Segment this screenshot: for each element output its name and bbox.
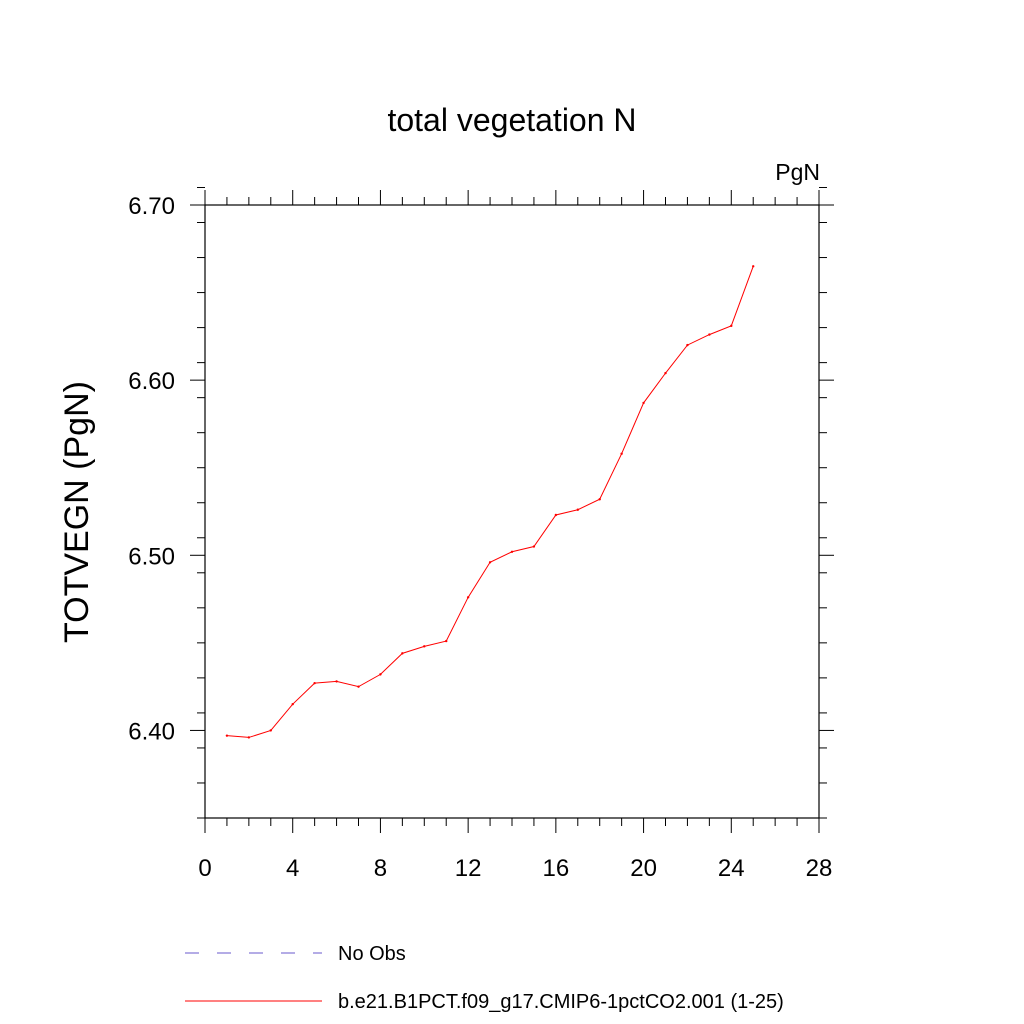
data-point xyxy=(576,508,579,511)
data-point xyxy=(335,680,338,683)
data-point xyxy=(445,639,448,643)
legend: No Obs b.e21.B1PCT.f09_g17.CMIP6-1pctCO2.… xyxy=(185,943,784,1013)
data-point xyxy=(423,645,426,648)
series-line-1 xyxy=(226,266,754,738)
chart-title: total vegetation N xyxy=(387,102,636,138)
y-tick-label: 6.70 xyxy=(128,193,175,220)
y-tick-label: 6.60 xyxy=(128,368,175,395)
data-point xyxy=(357,685,360,688)
data-point xyxy=(379,673,382,676)
data-point xyxy=(642,401,645,405)
x-tick-label: 0 xyxy=(198,855,211,882)
data-point xyxy=(554,513,558,517)
data-point xyxy=(291,702,294,706)
data-point xyxy=(247,736,251,739)
data-point xyxy=(598,498,601,501)
data-point xyxy=(752,265,755,268)
x-tick-label: 8 xyxy=(374,855,387,882)
plot-frame xyxy=(204,204,820,819)
data-point xyxy=(620,452,623,455)
data-point xyxy=(225,734,229,737)
data-point xyxy=(510,550,514,553)
data-point xyxy=(401,652,404,655)
x-tick-label: 12 xyxy=(455,855,482,882)
legend-label-1: b.e21.B1PCT.f09_g17.CMIP6-1pctCO2.001 (1… xyxy=(338,991,784,1013)
y-tick-label: 6.50 xyxy=(128,543,175,570)
data-point xyxy=(466,596,470,599)
data-point xyxy=(269,729,272,732)
y-tick-label: 6.40 xyxy=(128,718,175,745)
y-axis-label: TOTVEGN (PgN) xyxy=(58,381,96,643)
x-tick-label: 24 xyxy=(718,855,745,882)
data-point xyxy=(532,545,536,548)
data-point xyxy=(686,343,689,347)
data-point xyxy=(313,681,316,685)
data-point xyxy=(708,333,711,336)
units-label: PgN xyxy=(775,159,820,185)
data-point xyxy=(488,561,492,564)
data-point xyxy=(730,324,733,328)
axis-ticks xyxy=(190,186,834,833)
axis-tick-labels: 0 4 8 12 16 20 24 28 6.40 6.50 6.60 6.70 xyxy=(128,193,832,882)
x-tick-label: 20 xyxy=(630,855,657,882)
series-lines xyxy=(225,265,755,739)
x-tick-label: 16 xyxy=(543,855,570,882)
legend-label-0: No Obs xyxy=(338,943,406,965)
data-point xyxy=(664,371,667,375)
x-tick-label: 4 xyxy=(286,855,299,882)
x-tick-label: 28 xyxy=(806,855,833,882)
